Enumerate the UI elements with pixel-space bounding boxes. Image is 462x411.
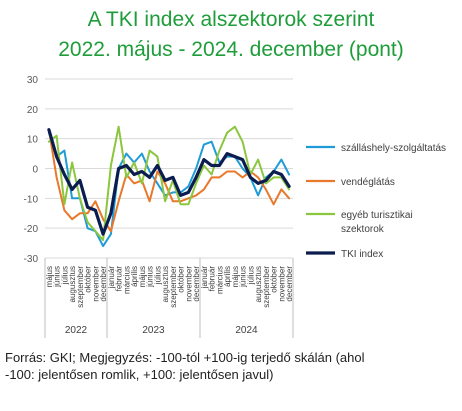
legend-label-egyeb: egyéb turisztikai <box>341 210 413 221</box>
legend-label-vendeglatas: vendéglátás <box>341 177 395 188</box>
x-tick-label: április <box>223 266 232 287</box>
chart-title-line-2: 2022. május - 2024. december (pont) <box>58 38 404 61</box>
legend: szálláshely-szolgáltatás vendéglátás egyéb… <box>306 143 446 260</box>
x-tick-label: december <box>192 266 201 302</box>
series-line-tki <box>47 128 291 236</box>
y-tick-label: 0 <box>32 165 38 176</box>
legend-label-szallashely: szálláshely-szolgáltatás <box>341 143 446 154</box>
x-tick-label: február <box>208 266 217 292</box>
x-tick-label: március <box>122 266 131 294</box>
x-tick-label: április <box>130 266 139 287</box>
y-tick-label: -30 <box>24 254 39 265</box>
series-lines <box>47 125 291 248</box>
x-tick-label: szeptember <box>262 266 271 308</box>
x-tick-label: október <box>270 266 279 293</box>
series-line-egyeb <box>47 125 291 242</box>
x-tick-label: május <box>45 266 54 287</box>
grid <box>45 78 293 259</box>
year-label: 2022 <box>65 325 88 336</box>
year-label: 2023 <box>142 325 165 336</box>
chart-title-line-1: A TKI index alszektorok szerint <box>87 8 375 31</box>
x-tick-label: augusztus <box>254 266 263 302</box>
x-tick-label: január <box>200 266 209 290</box>
x-tick-label: szeptember <box>169 266 178 308</box>
x-tick-label: augusztus <box>68 266 77 302</box>
x-tick-label: július <box>60 266 69 285</box>
x-tick-label: június <box>239 266 248 288</box>
x-tick-label: június <box>53 266 62 288</box>
x-tick-label: december <box>285 266 294 302</box>
x-tick-label: október <box>84 266 93 293</box>
y-tick-label: 30 <box>27 75 39 86</box>
legend-label-egyeb-line2: szektorok <box>341 224 385 235</box>
x-tick-label: július <box>246 266 255 285</box>
x-tick-label: november <box>184 266 193 302</box>
x-tick-label: november <box>91 266 100 302</box>
x-tick-label: január <box>107 266 116 290</box>
x-tick-label: június <box>146 266 155 288</box>
x-tick-label: május <box>231 266 240 287</box>
legend-label-tki: TKI index <box>341 249 383 260</box>
y-tick-label: 10 <box>27 135 39 146</box>
source-note-line-2: -100: jelentősen romlik, +100: jelentőse… <box>5 367 274 382</box>
x-tick-label: augusztus <box>161 266 170 302</box>
x-tick-label: július <box>153 266 162 285</box>
x-tick-label: február <box>115 266 124 292</box>
y-tick-label: -20 <box>24 224 39 235</box>
axes: 3020100-10-20-30májusjúniusjúliusauguszt… <box>24 75 294 338</box>
chart: 3020100-10-20-30májusjúniusjúliusauguszt… <box>24 75 446 338</box>
x-tick-label: május <box>138 266 147 287</box>
x-tick-label: október <box>177 266 186 293</box>
x-tick-label: március <box>215 266 224 294</box>
x-tick-label: december <box>99 266 108 302</box>
year-label: 2024 <box>235 325 258 336</box>
x-tick-label: szeptember <box>76 266 85 308</box>
source-note-line-1: Forrás: GKI; Megjegyzés: -100-tól +100-i… <box>5 350 365 365</box>
y-tick-label: 20 <box>27 105 39 116</box>
y-tick-label: -10 <box>24 194 39 205</box>
x-tick-label: november <box>277 266 286 302</box>
